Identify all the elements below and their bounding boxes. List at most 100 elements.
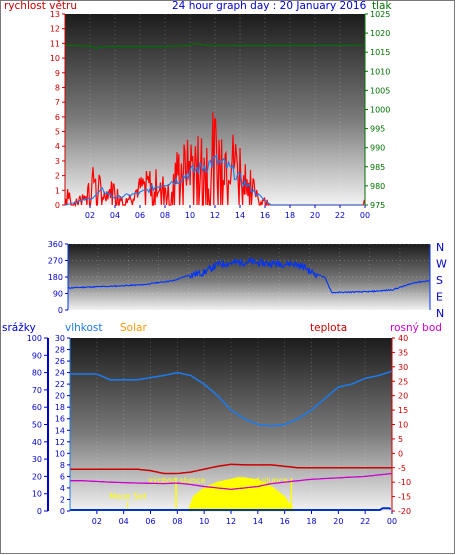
wind-average-series-line (65, 153, 364, 206)
humidity-tick-label: 4 (60, 484, 65, 493)
humidity-axis-label: vlhkost (65, 322, 103, 334)
compass-label: N (436, 241, 444, 254)
temperature-tick-label: -10 (398, 478, 411, 487)
humidity-tick-label: 20 (55, 392, 65, 401)
temperature-x-tick-label: 04 (119, 517, 129, 526)
rain-tick-label: 40 (32, 438, 42, 447)
wind-x-tick-label: 08 (160, 211, 170, 220)
dewpoint-series-line (70, 472, 393, 491)
pressure-tick-label: 980 (370, 182, 385, 191)
pressure-tick-label: 1015 (370, 48, 390, 57)
temperature-x-tick-label: 18 (306, 517, 316, 526)
sunrise-annotation: východ slunce (148, 476, 205, 485)
temperature-x-tick-label: 08 (172, 517, 182, 526)
temperature-ticks: 0102030405060708090100024681012141618202… (27, 334, 411, 526)
direction-series (67, 257, 430, 294)
wind-tick-label: 3 (55, 157, 60, 166)
wind-x-tick-label: 06 (135, 211, 145, 220)
direction-tick-label: 0 (58, 306, 63, 315)
humidity-tick-label: 8 (60, 461, 65, 470)
wind-x-tick-label: 16 (260, 211, 270, 220)
rain-tick-label: 0 (37, 507, 42, 516)
wind-x-tick-label: 04 (110, 211, 120, 220)
wind-pressure-chart: 0123456789101112139759809859909951000100… (50, 10, 391, 220)
pressure-tick-label: 995 (370, 125, 385, 134)
wind-tick-label: 9 (55, 69, 60, 78)
wind-tick-label: 10 (50, 54, 60, 63)
compass-label: S (436, 274, 443, 287)
rain-tick-label: 70 (32, 386, 42, 395)
humidity-tick-label: 12 (55, 438, 65, 447)
humidity-series-line (70, 370, 393, 427)
temperature-x-tick-label: 12 (226, 517, 236, 526)
temperature-tick-label: 0 (398, 449, 403, 458)
temperature-x-tick-label: 14 (253, 517, 263, 526)
wind-x-tick-label: 02 (85, 211, 95, 220)
rain-tick-label: 10 (32, 490, 42, 499)
direction-tick-label: 180 (48, 273, 63, 282)
compass-label: W (436, 258, 447, 271)
pressure-tick-label: 975 (370, 201, 385, 210)
direction-tick-label: 270 (48, 257, 63, 266)
temperature-tick-label: -20 (398, 507, 411, 516)
wind-tick-label: 12 (50, 25, 60, 34)
temperature-tick-label: 15 (398, 406, 408, 415)
wind-tick-label: 7 (55, 98, 60, 107)
rain-series-line (70, 507, 392, 511)
temperature-series-line (70, 463, 392, 475)
wind-series (64, 42, 365, 208)
humidity-tick-label: 14 (55, 426, 65, 435)
pressure-tick-label: 990 (370, 144, 385, 153)
rain-tick-label: 80 (32, 369, 42, 378)
pressure-tick-label: 1010 (370, 67, 390, 76)
wind-x-tick-label: 20 (310, 211, 320, 220)
rain-tick-label: 50 (32, 421, 42, 430)
pressure-tick-label: 985 (370, 163, 385, 172)
temperature-x-tick-label: 06 (145, 517, 155, 526)
pressure-tick-label: 1000 (370, 106, 390, 115)
wind-tick-label: 5 (55, 128, 60, 137)
humidity-tick-label: 24 (55, 369, 65, 378)
rain-tick-label: 60 (32, 403, 42, 412)
wind-tick-label: 8 (55, 83, 60, 92)
rain-tick-label: 100 (27, 334, 42, 343)
wind-tick-label: 2 (55, 172, 60, 181)
temperature-tick-label: 25 (398, 377, 408, 386)
rain-tick-label: 30 (32, 455, 42, 464)
temperature-x-tick-label: 16 (280, 517, 290, 526)
pressure-tick-label: 1005 (370, 86, 390, 95)
moonset-annotation: Moon Set (109, 492, 146, 501)
wind-x-tick-label: 10 (185, 211, 195, 220)
wind-x-tick-label: 22 (335, 211, 345, 220)
humidity-tick-label: 2 (60, 495, 65, 504)
temperature-axis-label: teplota (310, 322, 348, 334)
humidity-tick-label: 28 (55, 346, 65, 355)
wind-tick-label: 6 (55, 113, 60, 122)
temperature-x-tick-label: 02 (92, 517, 102, 526)
temperature-tick-label: 40 (398, 334, 408, 343)
wind-x-tick-label: 00 (360, 211, 370, 220)
dewpoint-axis-label: rosný bod (390, 322, 442, 334)
humidity-tick-label: 10 (55, 449, 65, 458)
wind-tick-label: 1 (55, 186, 60, 195)
wind-tick-label: 11 (50, 39, 60, 48)
temperature-tick-label: 35 (398, 348, 408, 357)
sunset-annotation: západ slunce (235, 476, 288, 485)
humidity-tick-label: 26 (55, 357, 65, 366)
moonrise-annotation: Moon Rise (236, 492, 277, 501)
direction-tick-label: 360 (48, 240, 63, 249)
pressure-tick-label: 1025 (370, 10, 390, 19)
temperature-tick-label: 20 (398, 392, 408, 401)
direction-tick-label: 90 (53, 290, 63, 299)
temperature-x-tick-label: 00 (387, 517, 397, 526)
wind-x-tick-label: 14 (235, 211, 245, 220)
humidity-tick-label: 6 (60, 472, 65, 481)
direction-plot-area (68, 244, 430, 310)
temperature-tick-label: 30 (398, 363, 408, 372)
humidity-tick-label: 30 (55, 334, 65, 343)
wind-axis-label: rychlost větru (4, 0, 77, 12)
compass-label: E (436, 291, 443, 304)
